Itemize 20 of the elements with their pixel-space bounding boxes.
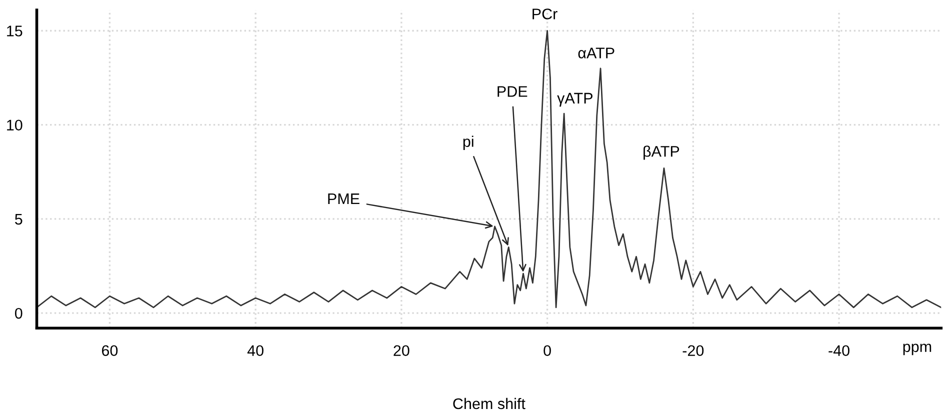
x-tick-label: 20 bbox=[394, 345, 410, 356]
annotation: PME bbox=[328, 194, 360, 204]
annotation: βATP bbox=[644, 146, 680, 160]
x-tick-label: 0 bbox=[544, 345, 551, 356]
annotation: PDE bbox=[498, 86, 528, 97]
text: ppm bbox=[903, 344, 932, 356]
y-tick-label: 0 bbox=[14, 308, 22, 319]
x-tick-label: -20 bbox=[682, 345, 704, 356]
x-axis-title: Chem shift bbox=[453, 398, 526, 410]
x-tick-label: -40 bbox=[828, 345, 850, 356]
y-tick-label: 15 bbox=[7, 26, 22, 36]
annotation: γATP bbox=[557, 92, 592, 107]
x-tick-label: 40 bbox=[247, 345, 264, 356]
line-series bbox=[36, 30, 942, 308]
annotation: pi bbox=[463, 136, 474, 150]
x-tick-label: 60 bbox=[102, 345, 118, 356]
annotation: PCr bbox=[532, 8, 558, 20]
y-tick-label: 10 bbox=[7, 120, 22, 131]
y-tick-label: 5 bbox=[15, 214, 22, 225]
annotation: αATP bbox=[578, 48, 614, 58]
